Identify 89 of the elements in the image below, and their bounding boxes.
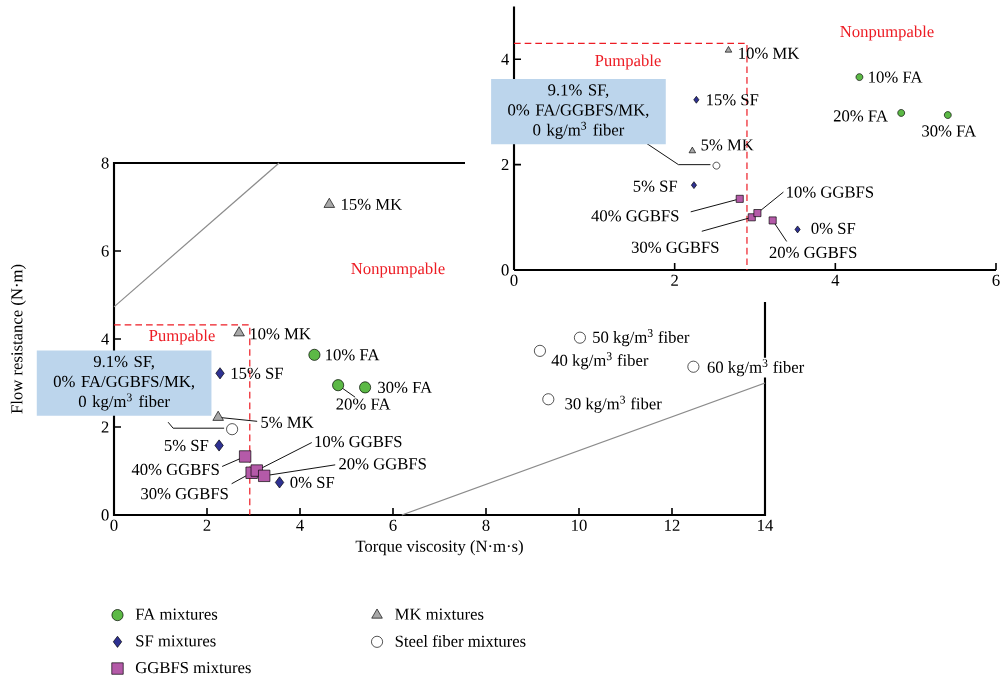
annotation: 40% GGBFS	[591, 210, 679, 222]
point	[214, 439, 224, 452]
y-tick-label: 4	[501, 53, 510, 65]
annotation: 9.1% SF, 0% FA/GGBFS/MK, 0 kg/m$^{3}$ fiber	[508, 84, 649, 139]
x-tick-label: 4	[296, 519, 304, 531]
annotation: 30% GGBFS	[631, 241, 719, 253]
point	[855, 73, 864, 81]
annotation: Pumpable	[595, 54, 661, 70]
annotation: 30% GGBFS	[141, 488, 228, 500]
annotation: 10% FA	[869, 71, 923, 83]
x-tick-label: 2	[671, 274, 678, 286]
point	[308, 348, 321, 361]
legend-label: MK mixtures	[395, 608, 484, 620]
annotation: 40 kg/m$^{3}$ fiber	[551, 352, 649, 370]
annotation: 5% SF	[164, 439, 209, 452]
x-tick-label: 6	[992, 274, 1000, 286]
annotation: 50 kg/m$^{3}$ fiber	[593, 329, 690, 347]
y-axis-title: Flow resistance (N·m)	[10, 264, 26, 414]
point	[693, 95, 700, 104]
annotation: 10% GGBFS	[787, 186, 874, 198]
x-tick-label: 2	[203, 519, 211, 531]
annotation: 9.1% SF, 0% FA/GGBFS/MK, 0 kg/m$^{3}$ fiber	[53, 355, 194, 411]
point	[687, 360, 700, 373]
y-tick-label: 0	[101, 509, 109, 521]
x-tick-label: 6	[389, 519, 397, 531]
point	[215, 367, 225, 380]
annotation: 15% MK	[342, 198, 402, 211]
x-tick-label: 0	[110, 519, 118, 531]
legend-label: SF mixtures	[136, 635, 216, 647]
annotation: 30% FA	[922, 125, 977, 137]
x-tick-label: 8	[482, 519, 490, 531]
x-tick-label: 12	[665, 519, 680, 531]
point	[712, 161, 721, 170]
annotation: Nonpumpable	[840, 25, 934, 41]
point	[359, 381, 372, 394]
point	[258, 469, 271, 482]
annotation: 15% SF	[707, 94, 759, 106]
point	[332, 379, 345, 392]
x-tick-label: 10	[572, 519, 587, 531]
x-tick-label: 4	[831, 274, 840, 286]
legend-label: Steel fiber mixtures	[395, 634, 526, 647]
legend-label: GGBFS mixtures	[135, 662, 251, 674]
y-tick-label: 4	[101, 333, 110, 345]
point	[768, 216, 777, 225]
annotation: 0% SF	[811, 222, 856, 235]
point	[534, 344, 546, 357]
point	[897, 109, 906, 117]
annotation: 20% FA	[833, 110, 888, 122]
annotation: 40% GGBFS	[131, 463, 219, 476]
x-tick-label: 14	[758, 519, 774, 531]
annotation: 10% MK	[739, 47, 800, 59]
annotation: Nonpumpable	[351, 262, 445, 278]
y-tick-label: 2	[101, 421, 109, 433]
point	[724, 46, 733, 53]
annotation: 10% FA	[326, 349, 380, 361]
annotation: 5% MK	[701, 139, 754, 151]
annotation: 30 kg/m$^{3}$ fiber	[565, 395, 662, 413]
annotation: 30% FA	[378, 381, 433, 394]
point	[688, 146, 696, 154]
legend-label: FA mixtures	[135, 608, 218, 620]
point	[735, 194, 744, 203]
x-tick-label: 0	[510, 274, 518, 286]
annotation: 20% FA	[336, 398, 391, 410]
point	[753, 209, 762, 217]
annotation: 60 kg/m$^{3}$ fiber	[707, 359, 805, 377]
y-tick-label: 8	[101, 157, 109, 169]
point	[226, 423, 239, 436]
point	[542, 393, 555, 406]
x-axis-title: Torque viscosity (N·m·s)	[355, 540, 523, 556]
point	[233, 326, 245, 337]
point	[691, 181, 697, 189]
annotation: 0% SF	[290, 476, 335, 489]
point	[573, 331, 586, 344]
annotation: 10% GGBFS	[315, 435, 402, 448]
point	[943, 111, 952, 119]
annotation: 5% SF	[633, 180, 678, 192]
y-tick-label: 2	[501, 159, 509, 171]
point	[794, 225, 801, 234]
y-tick-label: 0	[501, 264, 509, 276]
y-tick-label: 6	[101, 245, 109, 257]
point	[323, 197, 335, 208]
annotation: 5% MK	[261, 416, 314, 428]
point	[239, 450, 252, 463]
annotation: Pumpable	[149, 329, 215, 345]
annotation: 10% MK	[250, 328, 311, 340]
point	[212, 410, 224, 421]
annotation: 20% GGBFS	[339, 458, 426, 470]
annotation: 20% GGBFS	[769, 246, 857, 259]
point	[275, 476, 285, 489]
